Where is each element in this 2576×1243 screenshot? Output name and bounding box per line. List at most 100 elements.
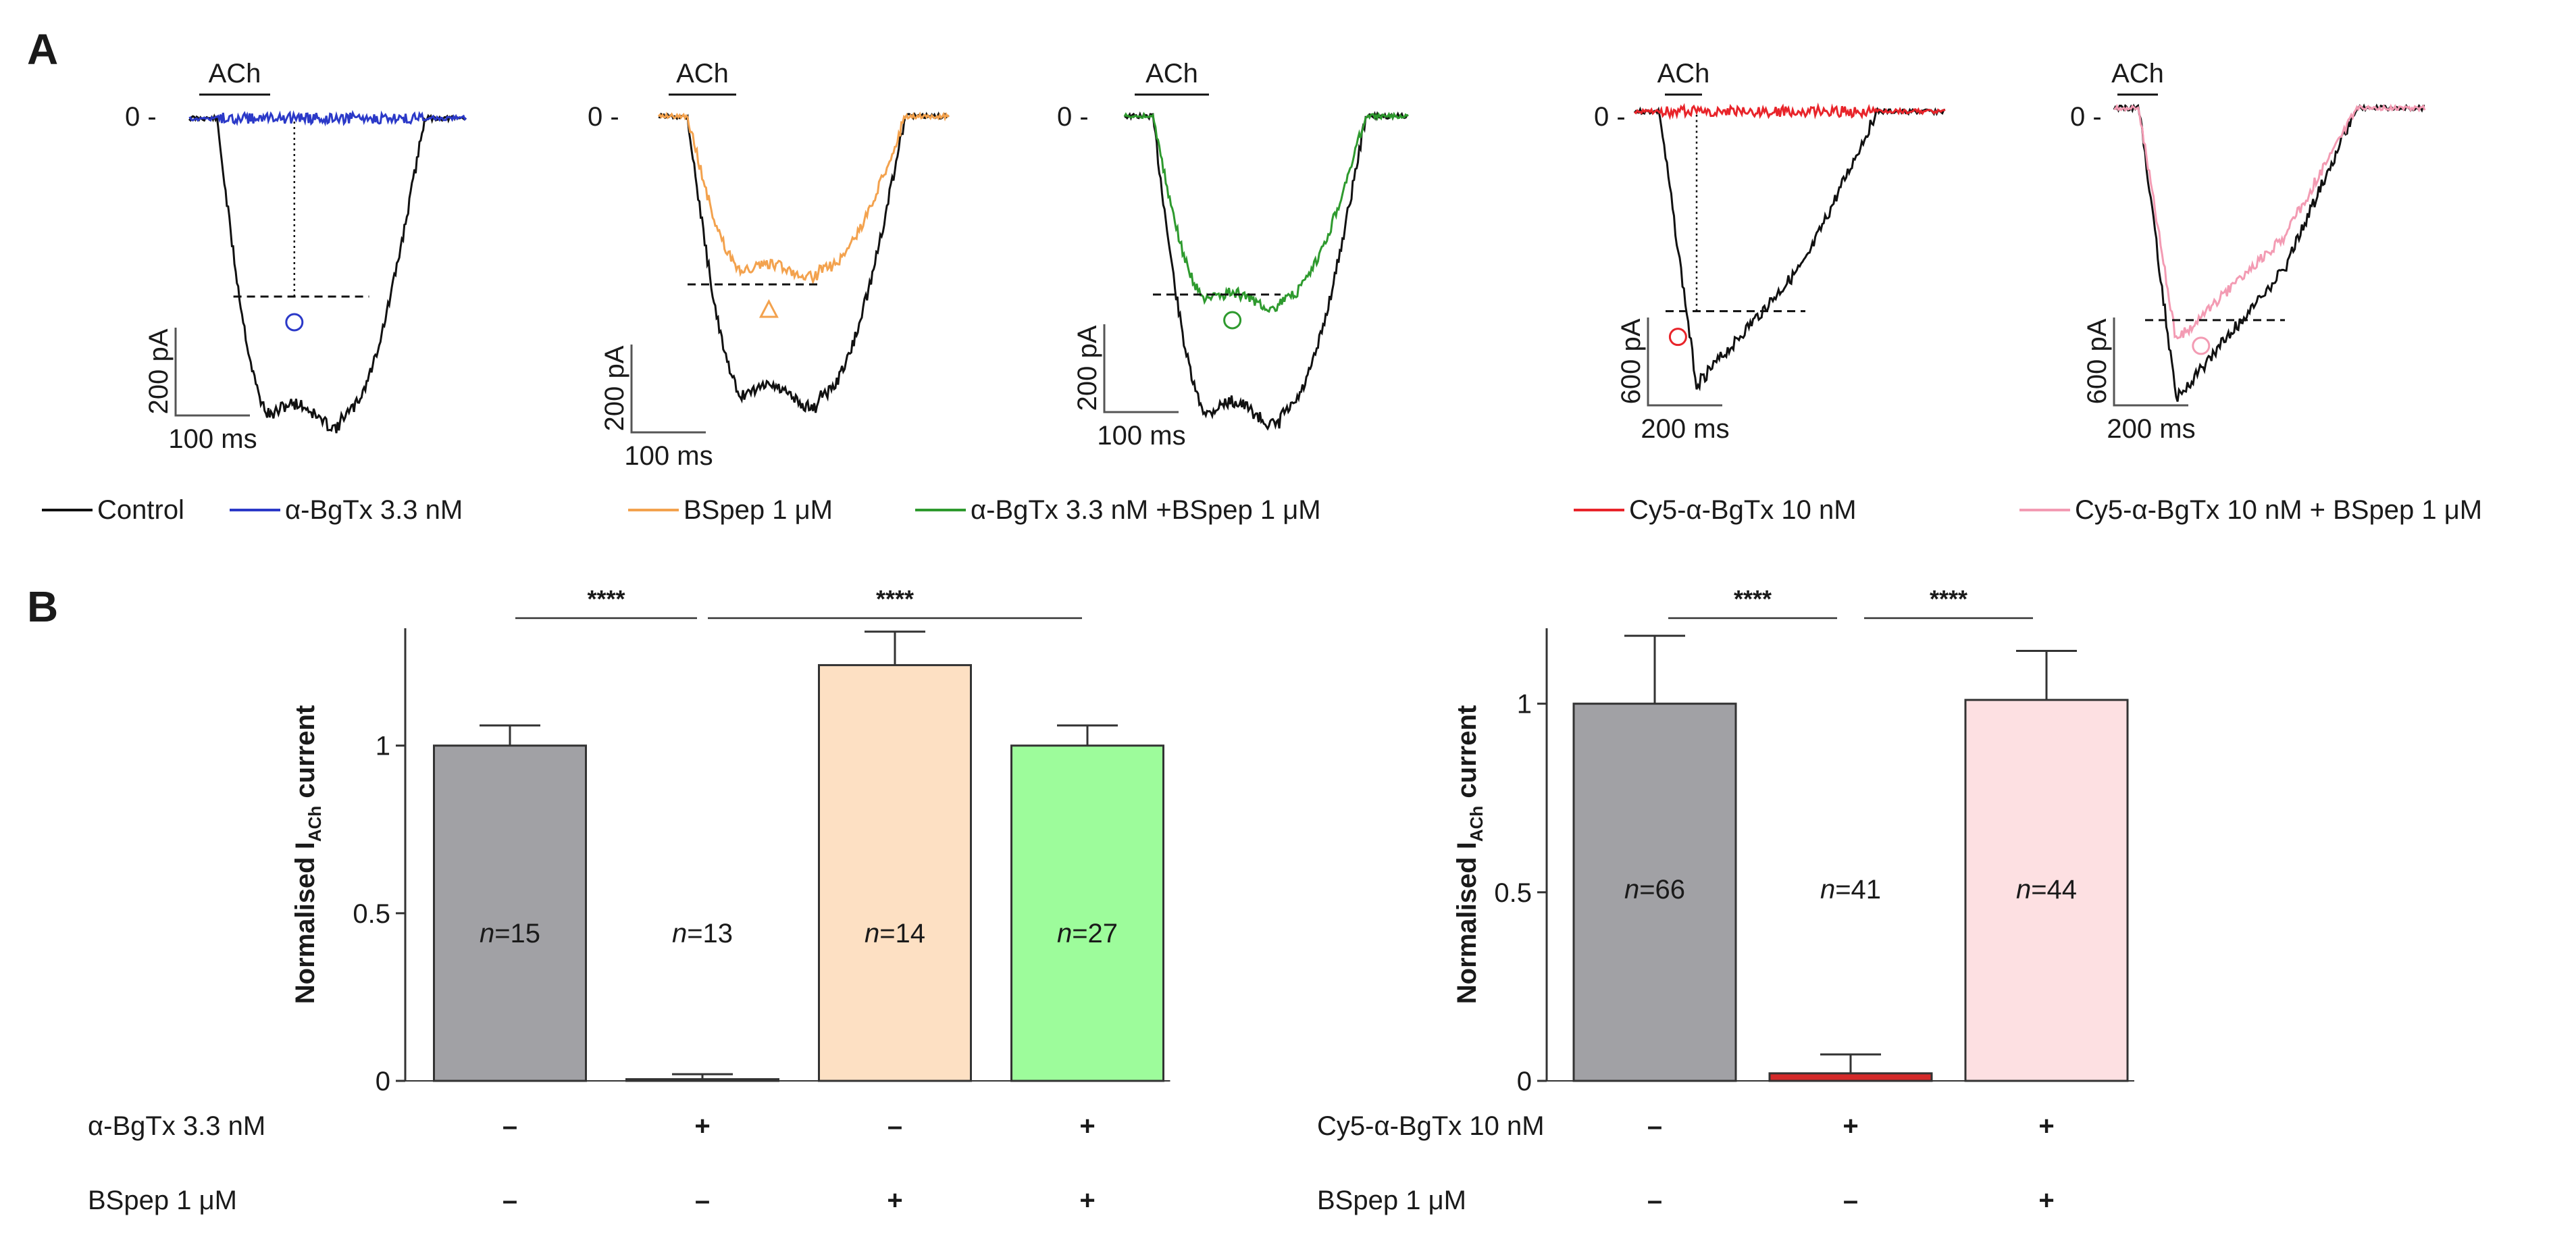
bar [1964, 699, 2129, 1082]
treated-trace [657, 111, 950, 285]
stim-label: ACh [209, 59, 261, 88]
legend-label: Cy5-α-BgTx 10 nM + BSpep 1 μM [2075, 495, 2482, 525]
panel-a-traces: ACh 0 - 200 pA 100 ms ACh 0 - 200 pA 100 ms ACh 0… [125, 59, 2426, 471]
legend-label: Control [97, 495, 184, 525]
scale-bar [174, 328, 250, 417]
condition-label: Cy5-α-BgTx 10 nM [1317, 1111, 1545, 1141]
trace-panel-2: ACh 0 - 200 pA 100 ms [588, 59, 950, 471]
stim-label: ACh [676, 59, 729, 88]
condition-sign: + [694, 1111, 710, 1141]
condition-label: α-BgTx 3.3 nM [88, 1111, 265, 1141]
condition-label: BSpep 1 μM [88, 1186, 237, 1215]
trace-panel-4: ACh 0 - 600 pA 200 ms [1594, 59, 1946, 444]
scale-bar [1103, 324, 1179, 413]
stim-label: ACh [1657, 59, 1710, 88]
scale-y-label: 200 pA [600, 345, 629, 431]
trace-panel-1: ACh 0 - 200 pA 100 ms [125, 59, 467, 454]
condition-sign: + [887, 1186, 902, 1215]
trace-panel-5: ACh 0 - 600 pA 200 ms [2070, 59, 2426, 444]
control-trace [1633, 106, 1946, 392]
control-trace [658, 111, 950, 413]
y-axis-label: Normalised IACh current [290, 705, 325, 1004]
y-tick-label: 0.5 [1494, 878, 1532, 908]
panel-a-legend: Control α-BgTx 3.3 nM BSpep 1 μM α-BgTx 3.3… [42, 495, 2482, 525]
condition-sign: + [1079, 1111, 1095, 1141]
scale-x-label: 100 ms [1097, 421, 1185, 451]
y-tick-label: 1 [376, 732, 390, 761]
legend-label: BSpep 1 μM [684, 495, 833, 525]
panel-label-b: B [27, 582, 58, 631]
zero-label: 0 - [125, 102, 157, 132]
scale-y-label: 600 pA [2082, 318, 2112, 404]
condition-label: BSpep 1 μM [1317, 1186, 1466, 1215]
legend-item: Control [42, 495, 184, 525]
y-axis-label: Normalised IACh current [1452, 705, 1487, 1004]
zero-label: 0 - [1057, 102, 1089, 132]
circle-marker [1668, 328, 1687, 347]
n-label: n=66 [1624, 875, 1685, 905]
triangle-marker [758, 299, 779, 318]
condition-sign: – [503, 1186, 517, 1215]
legend-item: α-BgTx 3.3 nM +BSpep 1 μM [915, 495, 1321, 525]
treated-trace [1634, 102, 1946, 120]
scale-bar [630, 345, 706, 434]
condition-sign: – [1647, 1186, 1662, 1215]
scale-x-label: 100 ms [168, 424, 257, 454]
circle-marker [2192, 336, 2211, 355]
legend-item: Cy5-α-BgTx 10 nM [1574, 495, 1857, 525]
significance-stars: **** [587, 585, 625, 613]
circle-marker [1223, 311, 1242, 330]
scale-bar [1647, 318, 1722, 407]
n-label: n=27 [1057, 919, 1118, 948]
bar [1768, 1072, 1933, 1082]
n-label: n=44 [2016, 875, 2077, 905]
condition-sign: – [1647, 1111, 1662, 1141]
legend-item: Cy5-α-BgTx 10 nM + BSpep 1 μM [2019, 495, 2482, 525]
circle-marker [285, 313, 304, 332]
bar [433, 744, 587, 1082]
n-label: n=41 [1820, 875, 1881, 905]
bar [818, 664, 972, 1082]
treated-trace [2113, 103, 2426, 340]
condition-sign: + [1843, 1111, 1858, 1141]
y-tick-label: 1 [1517, 690, 1532, 719]
zero-label: 0 - [1594, 102, 1626, 132]
legend-item: α-BgTx 3.3 nM [230, 495, 463, 525]
scale-x-label: 200 ms [2107, 414, 2195, 444]
scale-bar [2113, 318, 2188, 407]
y-tick-label: 0.5 [353, 899, 390, 929]
n-label: n=14 [865, 919, 925, 948]
n-label: n=15 [480, 919, 540, 948]
condition-sign: – [695, 1186, 710, 1215]
zero-label: 0 - [588, 102, 619, 132]
control-trace [188, 113, 467, 434]
significance-stars: **** [876, 585, 914, 613]
condition-sign: – [503, 1111, 517, 1141]
treated-trace [1123, 111, 1409, 313]
stim-label: ACh [1145, 59, 1198, 88]
scale-x-label: 200 ms [1641, 414, 1729, 444]
condition-sign: + [2038, 1111, 2054, 1141]
condition-sign: – [887, 1111, 902, 1141]
legend-label: α-BgTx 3.3 nM [285, 495, 463, 525]
panel-label-a: A [27, 25, 58, 74]
bar-chart-bgtx: 0 0.5 1 Normalised IACh current n=15 n=13 n=14… [88, 585, 1170, 1215]
scale-y-label: 200 pA [1073, 325, 1102, 411]
bar-chart-cy5: 0 0.5 1 Normalised IACh current n=66 n=41 n=44… [1317, 585, 2134, 1215]
bar [1010, 744, 1164, 1082]
treated-trace [188, 109, 467, 127]
y-tick-label: 0 [1517, 1067, 1532, 1096]
legend-item: BSpep 1 μM [628, 495, 833, 525]
condition-sign: – [1843, 1186, 1858, 1215]
condition-sign: + [2038, 1186, 2054, 1215]
control-trace [1124, 111, 1409, 431]
stim-label: ACh [2111, 59, 2164, 88]
bar [1572, 703, 1737, 1082]
legend-label: α-BgTx 3.3 nM +BSpep 1 μM [971, 495, 1321, 525]
significance-stars: **** [1930, 585, 1967, 613]
zero-label: 0 - [2070, 102, 2102, 132]
scale-y-label: 200 pA [144, 328, 174, 414]
trace-panel-3: ACh 0 - 200 pA 100 ms [1057, 59, 1409, 451]
scale-x-label: 100 ms [624, 441, 713, 471]
